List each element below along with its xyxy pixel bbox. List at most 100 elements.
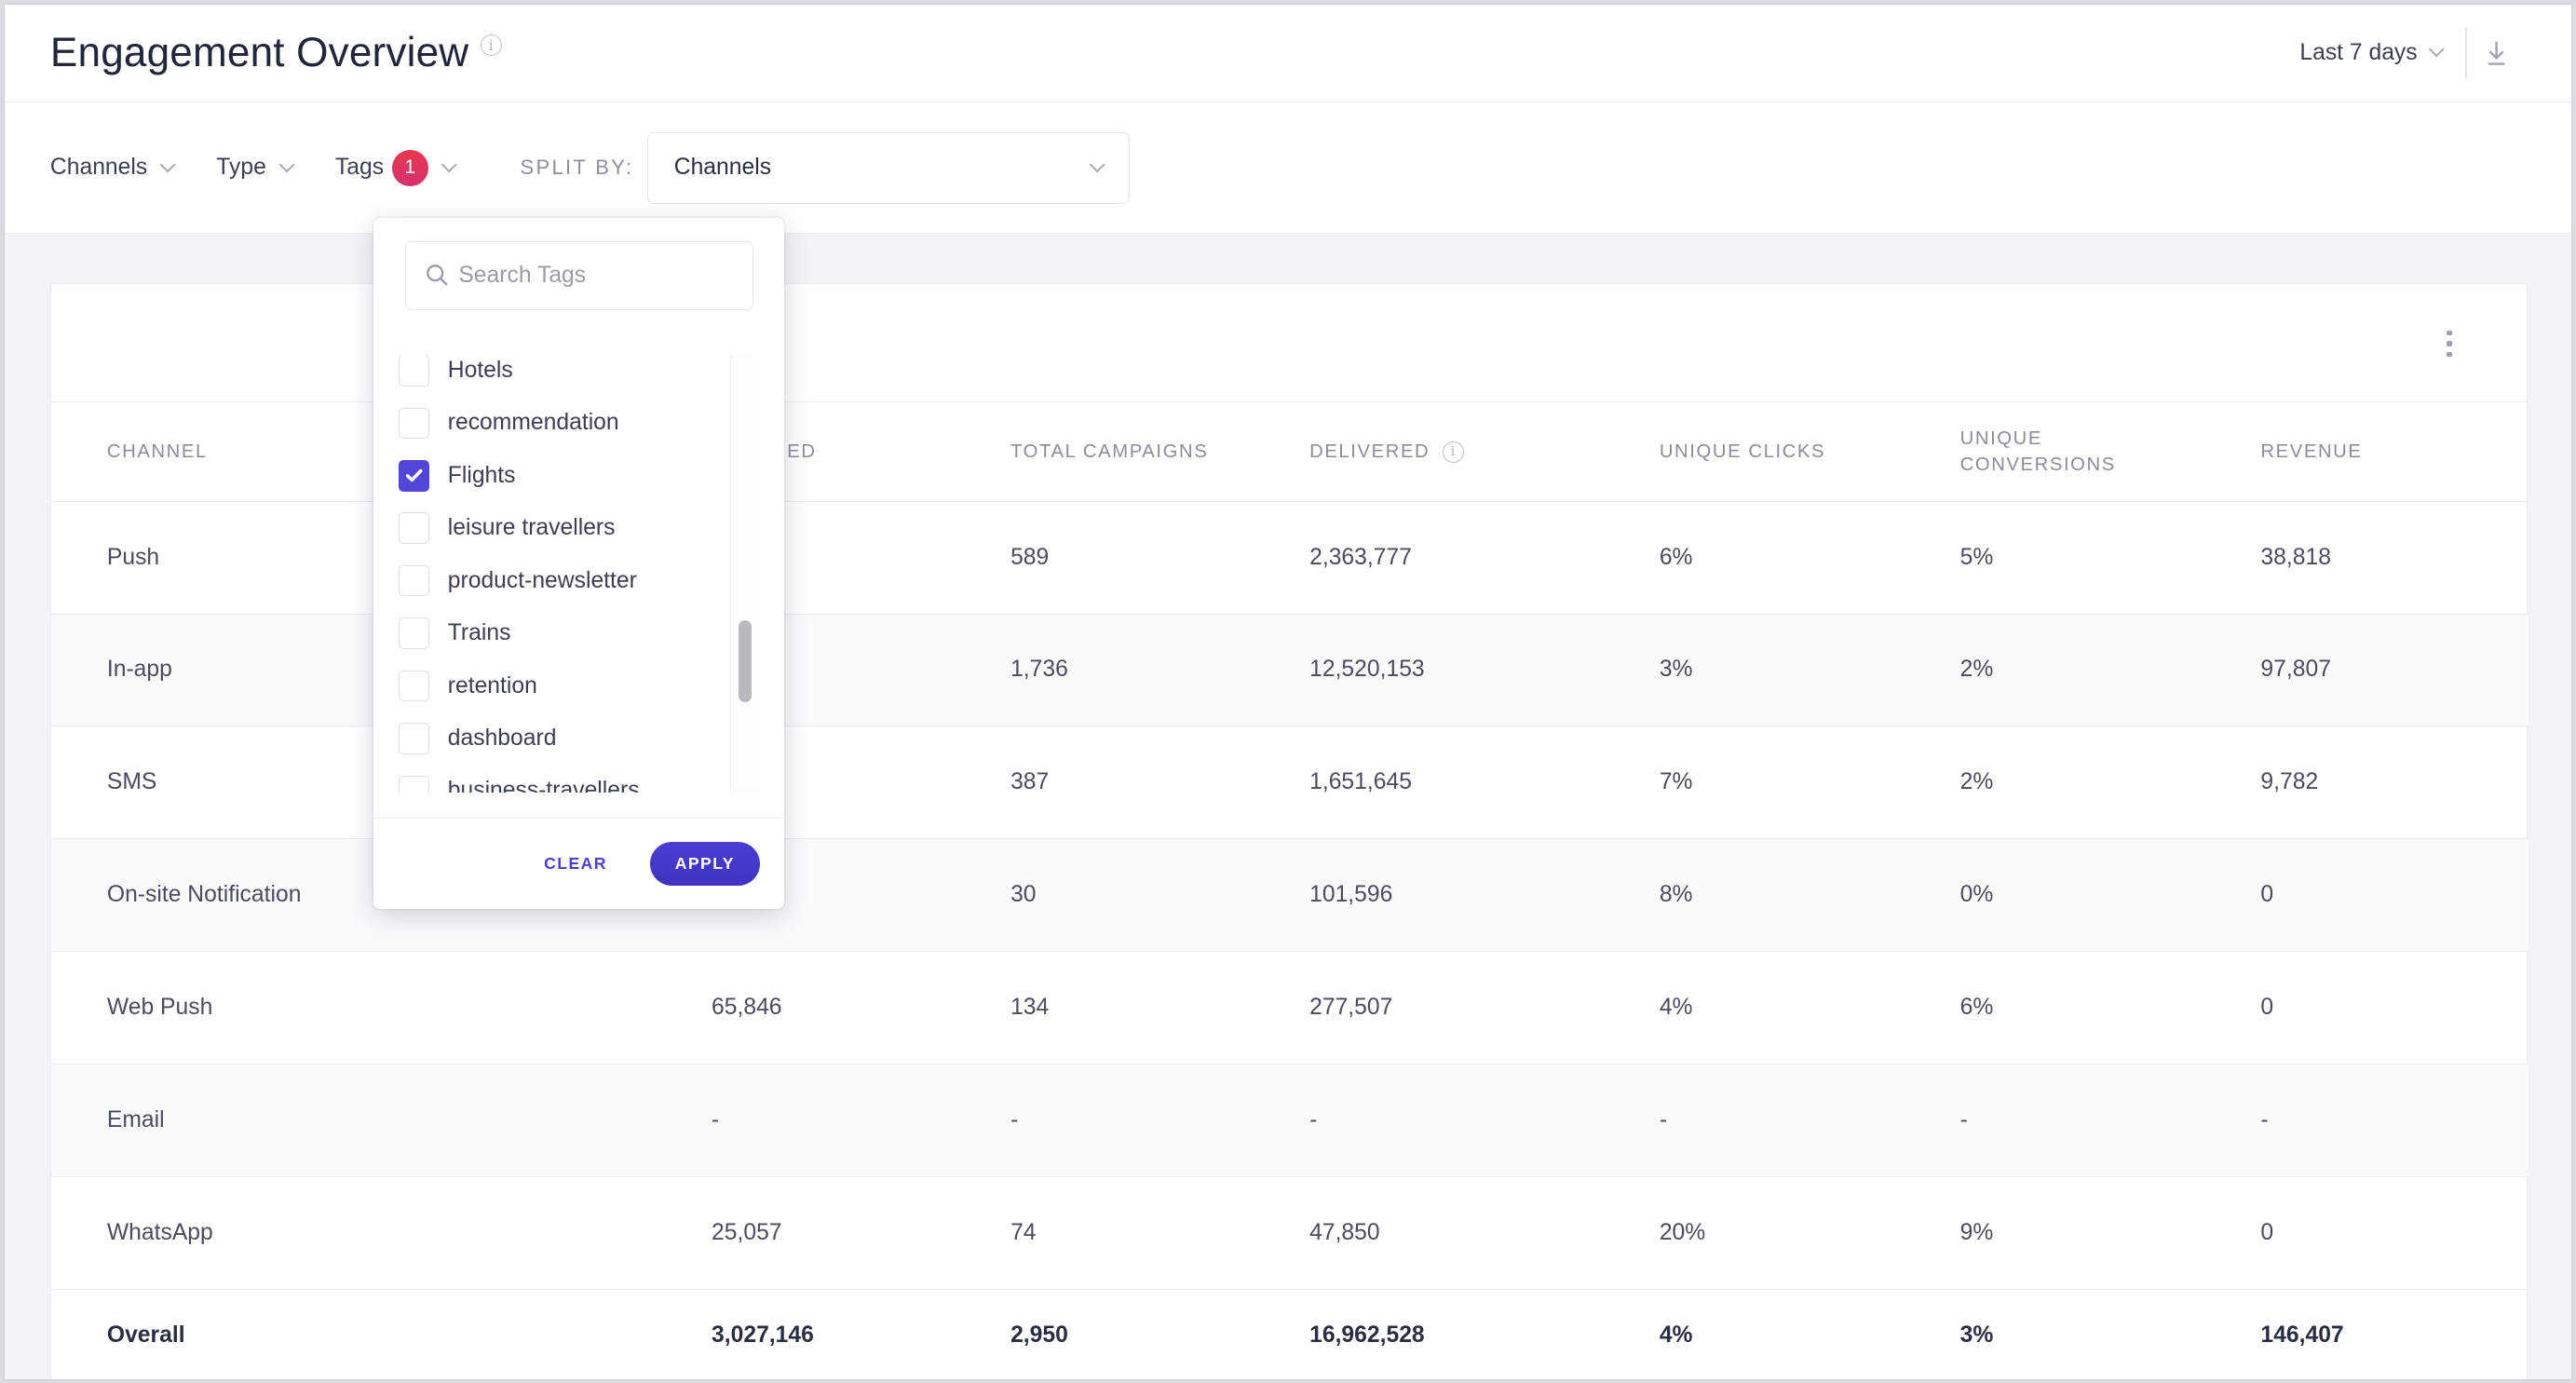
cell-channel: Web Push bbox=[50, 951, 657, 1064]
cell-conversions: 5% bbox=[1904, 501, 2205, 615]
tags-list: Hotels recommendation Flights leisure tr… bbox=[373, 356, 784, 793]
type-filter-label: Type bbox=[216, 155, 266, 181]
search-icon bbox=[427, 264, 448, 286]
scrollbar-thumb[interactable] bbox=[739, 620, 752, 703]
delivered-header-label: DELIVERED bbox=[1309, 441, 1430, 462]
cell-clicks: 6% bbox=[1603, 501, 1905, 615]
tag-option-product-newsletter[interactable]: product-newsletter bbox=[398, 554, 637, 606]
cell-channel: Email bbox=[50, 1064, 657, 1177]
search-tags-input[interactable] bbox=[458, 262, 739, 289]
cell-clicks: 8% bbox=[1603, 838, 1905, 953]
cell-conversions: 2% bbox=[1904, 614, 2205, 727]
split-by-select[interactable]: Channels bbox=[646, 131, 1131, 205]
checkbox[interactable] bbox=[398, 617, 430, 649]
column-header-revenue[interactable]: REVENUE bbox=[2204, 402, 2529, 502]
cell-delivered: 277,507 bbox=[1254, 951, 1604, 1064]
table-row[interactable]: SMS …20 387 1,651,645 7% 2% 9,782 bbox=[50, 725, 2529, 840]
chevron-down-icon bbox=[159, 156, 176, 173]
cell-conversions: 0% bbox=[1904, 838, 2205, 953]
download-button[interactable] bbox=[2467, 40, 2527, 66]
date-range-dropdown[interactable]: Last 7 days bbox=[2299, 40, 2464, 66]
kebab-dot-icon bbox=[2447, 341, 2452, 346]
clear-button[interactable]: CLEAR bbox=[544, 854, 607, 874]
cell-conversions: - bbox=[1904, 1064, 2205, 1177]
card-toolbar bbox=[50, 284, 2528, 403]
engagement-table-card: CHANNEL ENGAGED TOTAL CAMPAIGNS DELIVERE… bbox=[49, 283, 2529, 1379]
engagement-overview-window: Engagement Overview i Last 7 days Channe… bbox=[3, 3, 2573, 1380]
tag-option-business-travellers[interactable]: business-travellers bbox=[398, 765, 640, 793]
cell-delivered: 2,363,777 bbox=[1254, 501, 1604, 615]
tag-option-dashboard[interactable]: dashboard bbox=[398, 712, 557, 765]
channels-filter[interactable]: Channels bbox=[49, 155, 176, 181]
checkbox[interactable] bbox=[398, 512, 430, 544]
checkbox[interactable] bbox=[398, 356, 430, 386]
scrollbar-track[interactable] bbox=[730, 356, 759, 793]
apply-button[interactable]: APPLY bbox=[649, 841, 760, 887]
cell-delivered: 101,596 bbox=[1254, 838, 1604, 953]
cell-engaged: 25,057 bbox=[656, 1176, 956, 1290]
tag-option-label: Trains bbox=[447, 620, 511, 646]
download-icon bbox=[2488, 41, 2505, 65]
column-header-unique-clicks[interactable]: UNIQUE CLICKS bbox=[1603, 402, 1905, 502]
tag-option-leisure-travellers[interactable]: leisure travellers bbox=[398, 502, 616, 554]
type-filter[interactable]: Type bbox=[216, 155, 295, 181]
kebab-dot-icon bbox=[2447, 351, 2452, 357]
cell-engaged: 65,846 bbox=[656, 951, 956, 1064]
tags-filter[interactable]: Tags 1 bbox=[335, 150, 457, 186]
checkbox[interactable] bbox=[398, 407, 430, 440]
cell-revenue: - bbox=[2204, 1064, 2529, 1177]
tag-option-retention[interactable]: retention bbox=[398, 659, 537, 712]
checkbox[interactable] bbox=[398, 723, 430, 754]
unique-conversions-header-label: UNIQUE CONVERSIONS bbox=[1959, 427, 2116, 476]
chevron-down-icon bbox=[2428, 41, 2445, 59]
cell-delivered: 16,962,528 bbox=[1309, 1322, 1425, 1348]
table-row[interactable]: Web Push 65,846 134 277,507 4% 6% 0 bbox=[50, 951, 2529, 1064]
table-row[interactable]: On-site Notification …3 30 101,596 8% 0%… bbox=[50, 838, 2529, 953]
cell-campaigns: 30 bbox=[955, 838, 1254, 953]
cell-conversions: 3% bbox=[1959, 1322, 1994, 1348]
checkmark-icon bbox=[405, 468, 423, 481]
checkbox[interactable] bbox=[398, 670, 430, 702]
tag-option-label: Flights bbox=[447, 462, 516, 488]
table-row[interactable]: WhatsApp 25,057 74 47,850 20% 9% 0 bbox=[50, 1176, 2529, 1290]
cell-clicks: 3% bbox=[1603, 614, 1905, 727]
cell-campaigns: 134 bbox=[955, 951, 1254, 1064]
table-row[interactable]: In-app …388 1,736 12,520,153 3% 2% 97,80… bbox=[50, 614, 2529, 727]
cell-campaigns: 387 bbox=[955, 725, 1254, 840]
column-header-delivered[interactable]: DELIVERED i bbox=[1254, 402, 1604, 502]
cell-delivered: 1,651,645 bbox=[1254, 725, 1604, 840]
tag-option-label: dashboard bbox=[447, 725, 557, 751]
tag-option-recommendation[interactable]: recommendation bbox=[398, 397, 619, 449]
cell-engaged: - bbox=[656, 1064, 956, 1177]
cell-revenue: 9,782 bbox=[2204, 725, 2529, 840]
checkbox-checked[interactable] bbox=[398, 460, 430, 492]
cell-channel: Overall bbox=[106, 1322, 185, 1348]
table-row[interactable]: Email - - - - - - bbox=[50, 1064, 2529, 1177]
tag-option-flights[interactable]: Flights bbox=[398, 450, 516, 502]
cell-channel: WhatsApp bbox=[50, 1176, 657, 1290]
checkbox[interactable] bbox=[398, 775, 430, 793]
channels-filter-label: Channels bbox=[49, 155, 148, 181]
tag-option-label: Hotels bbox=[447, 357, 513, 383]
cell-revenue: 97,807 bbox=[2204, 614, 2529, 727]
cell-campaigns: - bbox=[955, 1064, 1254, 1177]
info-icon[interactable]: i bbox=[1443, 441, 1465, 464]
cell-clicks: 4% bbox=[1659, 1322, 1693, 1348]
cell-campaigns: 1,736 bbox=[955, 614, 1254, 727]
tag-option-hotels[interactable]: Hotels bbox=[398, 356, 513, 397]
column-header-total-campaigns[interactable]: TOTAL CAMPAIGNS bbox=[955, 402, 1254, 502]
tag-option-trains[interactable]: Trains bbox=[398, 607, 511, 659]
cell-campaigns: 589 bbox=[955, 501, 1254, 615]
tag-option-label: recommendation bbox=[447, 410, 619, 436]
tag-option-label: product-newsletter bbox=[447, 567, 637, 593]
cell-revenue: 38,818 bbox=[2204, 501, 2529, 615]
search-tags-field[interactable] bbox=[404, 240, 753, 310]
tags-dropdown: Hotels recommendation Flights leisure tr… bbox=[373, 217, 785, 910]
cell-campaigns: 74 bbox=[955, 1176, 1254, 1290]
split-by-value: Channels bbox=[673, 155, 772, 181]
column-header-unique-conversions[interactable]: UNIQUE CONVERSIONS bbox=[1904, 402, 2205, 502]
more-options-button[interactable] bbox=[2441, 327, 2458, 359]
info-icon[interactable]: i bbox=[480, 34, 502, 56]
cell-delivered: - bbox=[1254, 1064, 1604, 1177]
checkbox[interactable] bbox=[398, 564, 430, 597]
